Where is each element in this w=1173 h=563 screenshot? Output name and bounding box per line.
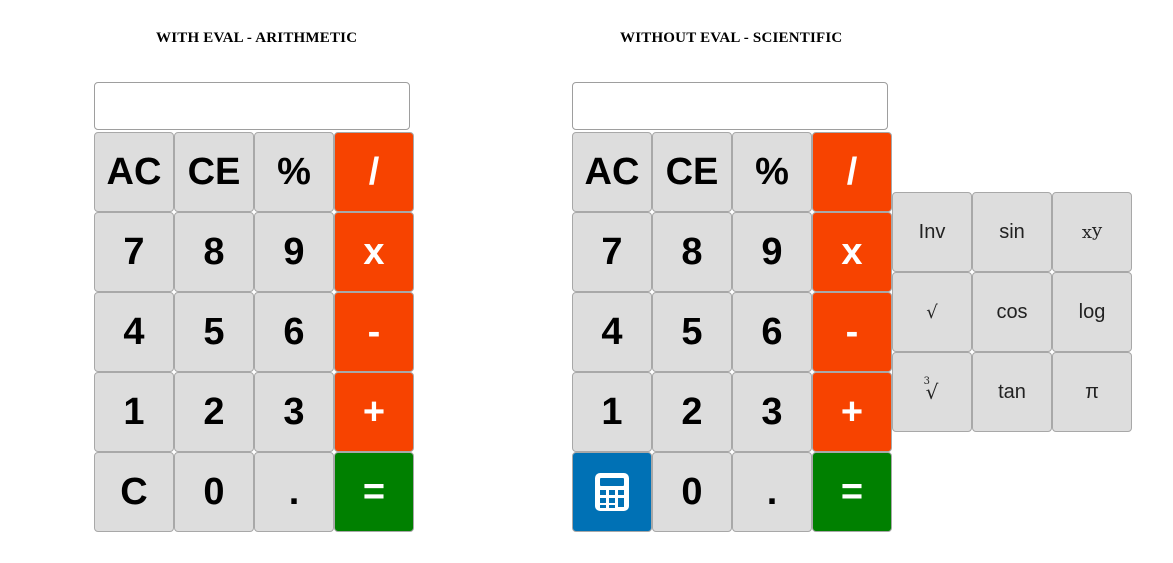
minus-button[interactable]: - (334, 292, 414, 372)
square-root-button[interactable]: √ (892, 272, 972, 352)
digit-3-button[interactable]: 3 (732, 372, 812, 452)
digit-7-button[interactable]: 7 (572, 212, 652, 292)
digit-5-button[interactable]: 5 (174, 292, 254, 372)
arithmetic-calculator-title: WITH EVAL - ARITHMETIC (156, 30, 358, 46)
percent-button[interactable]: % (254, 132, 334, 212)
clear-button[interactable]: C (94, 452, 174, 532)
power-base-label: x (1081, 221, 1092, 243)
scientific-calculator-title: WITHOUT EVAL - SCIENTIFIC (620, 30, 843, 46)
digit-2-button[interactable]: 2 (652, 372, 732, 452)
power-exponent-label: y (1091, 219, 1103, 241)
clear-entry-button[interactable]: CE (652, 132, 732, 212)
digit-1-button[interactable]: 1 (572, 372, 652, 452)
digit-2-button[interactable]: 2 (174, 372, 254, 452)
cube-root-sign: √ (925, 380, 939, 404)
arithmetic-keypad: AC CE % / 7 8 9 x 4 5 6 - 1 2 3 + C 0 . … (94, 132, 414, 532)
pi-button[interactable]: π (1052, 352, 1132, 432)
all-clear-button[interactable]: AC (94, 132, 174, 212)
tangent-button[interactable]: tan (972, 352, 1052, 432)
equals-button[interactable]: = (812, 452, 892, 532)
plus-button[interactable]: + (812, 372, 892, 452)
digit-6-button[interactable]: 6 (254, 292, 334, 372)
logarithm-button[interactable]: log (1052, 272, 1132, 352)
clear-entry-button[interactable]: CE (174, 132, 254, 212)
multiply-button[interactable]: x (334, 212, 414, 292)
decimal-point-button[interactable]: . (254, 452, 334, 532)
decimal-point-button[interactable]: . (732, 452, 812, 532)
digit-9-button[interactable]: 9 (254, 212, 334, 292)
cube-root-index: 3 (923, 376, 930, 387)
minus-button[interactable]: - (812, 292, 892, 372)
cosine-button[interactable]: cos (972, 272, 1052, 352)
digit-0-button[interactable]: 0 (174, 452, 254, 532)
digit-4-button[interactable]: 4 (94, 292, 174, 372)
scientific-keypad: AC CE % / 7 8 9 x 4 5 6 - 1 2 3 + 0 . = (572, 132, 892, 532)
scientific-display[interactable] (572, 82, 888, 130)
divide-button[interactable]: / (812, 132, 892, 212)
digit-0-button[interactable]: 0 (652, 452, 732, 532)
plus-button[interactable]: + (334, 372, 414, 452)
inverse-button[interactable]: Inv (892, 192, 972, 272)
all-clear-button[interactable]: AC (572, 132, 652, 212)
digit-1-button[interactable]: 1 (94, 372, 174, 452)
digit-3-button[interactable]: 3 (254, 372, 334, 452)
digit-4-button[interactable]: 4 (572, 292, 652, 372)
digit-5-button[interactable]: 5 (652, 292, 732, 372)
calculator-icon (595, 473, 629, 511)
multiply-button[interactable]: x (812, 212, 892, 292)
scientific-toggle-button[interactable] (572, 452, 652, 532)
sine-button[interactable]: sin (972, 192, 1052, 272)
cube-root-label: 3 √ (924, 376, 939, 404)
digit-8-button[interactable]: 8 (652, 212, 732, 292)
divide-button[interactable]: / (334, 132, 414, 212)
square-root-label: √ (926, 301, 938, 323)
percent-button[interactable]: % (732, 132, 812, 212)
equals-button[interactable]: = (334, 452, 414, 532)
digit-8-button[interactable]: 8 (174, 212, 254, 292)
digit-9-button[interactable]: 9 (732, 212, 812, 292)
cube-root-button[interactable]: 3 √ (892, 352, 972, 432)
arithmetic-display[interactable] (94, 82, 410, 130)
digit-6-button[interactable]: 6 (732, 292, 812, 372)
digit-7-button[interactable]: 7 (94, 212, 174, 292)
